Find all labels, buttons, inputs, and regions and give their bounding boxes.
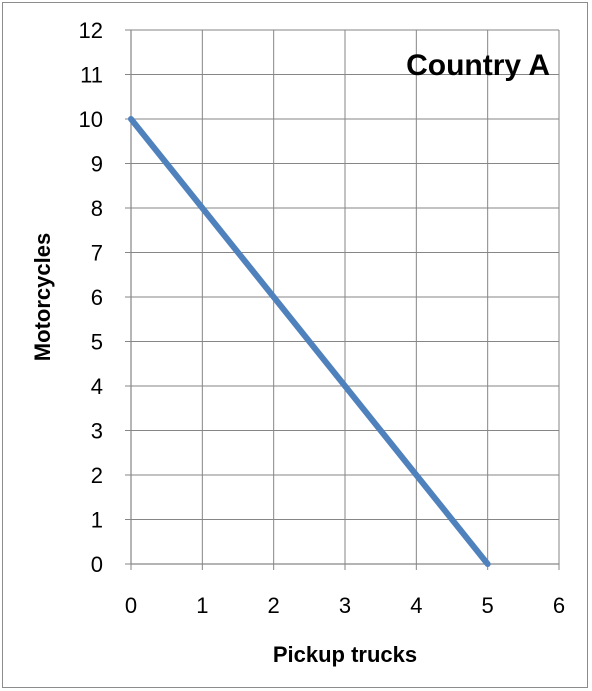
x-tick-label: 2 (268, 593, 280, 618)
x-tick-label: 6 (553, 593, 565, 618)
axes (125, 29, 560, 570)
y-tick-label: 8 (91, 196, 103, 221)
x-tick-label: 0 (125, 593, 137, 618)
y-tick-label: 0 (91, 552, 103, 577)
x-tick-label: 1 (196, 593, 208, 618)
chart-title: Country A (406, 49, 550, 82)
y-tick-label: 4 (91, 374, 103, 399)
x-tick-label: 5 (482, 593, 494, 618)
y-tick-label: 1 (91, 508, 103, 533)
x-axis-title: Pickup trucks (273, 642, 417, 667)
y-tick-label: 11 (80, 63, 103, 88)
series (128, 116, 491, 567)
y-tick-label: 9 (91, 152, 103, 177)
series-line (128, 116, 491, 567)
y-tick-label: 10 (79, 107, 103, 132)
y-tick-label: 3 (91, 419, 103, 444)
y-tick-label: 5 (91, 330, 103, 355)
y-tick-label: 7 (91, 241, 103, 266)
y-tick-label: 6 (91, 285, 103, 310)
y-tick-label: 2 (91, 463, 103, 488)
x-tick-label: 3 (339, 593, 351, 618)
grid-lines (130, 29, 560, 565)
y-axis-title: Motorcycles (30, 233, 55, 361)
y-tick-label: 12 (79, 18, 103, 43)
x-tick-label: 4 (410, 593, 422, 618)
